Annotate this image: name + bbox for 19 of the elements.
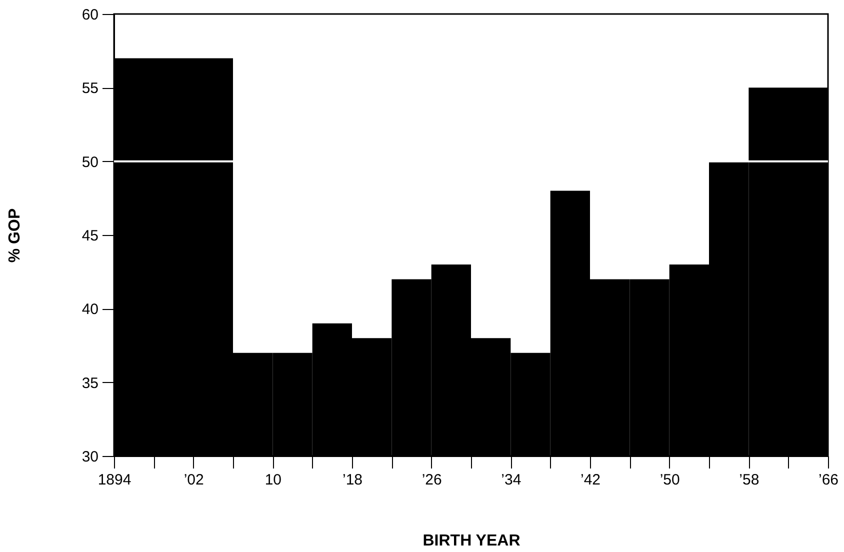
x-tick-label: ’58 [739, 472, 760, 488]
x-tick-label: ’66 [818, 472, 839, 488]
x-tick-label: ’50 [660, 472, 680, 488]
y-axis-title: % GOP [6, 208, 24, 263]
x-tick-label: ’26 [422, 472, 442, 488]
y-tick-label: 45 [82, 228, 98, 244]
x-tick-label: ’42 [580, 472, 601, 488]
y-tick-label: 35 [82, 374, 98, 392]
x-tick-label: ’34 [501, 472, 522, 488]
y-tick-label: 50 [82, 154, 98, 171]
x-axis-title: BIRTH YEAR [422, 532, 521, 550]
y-tick-label: 30 [82, 448, 98, 466]
x-tick-label: 10 [264, 472, 282, 488]
y-tick-label: 60 [82, 6, 98, 24]
x-tick-label: ’02 [184, 472, 204, 488]
y-tick-label: 40 [82, 301, 98, 318]
x-tick-label: ’18 [342, 472, 363, 488]
x-tick-label: 1894 [98, 472, 132, 488]
y-tick-label: 55 [82, 80, 98, 98]
